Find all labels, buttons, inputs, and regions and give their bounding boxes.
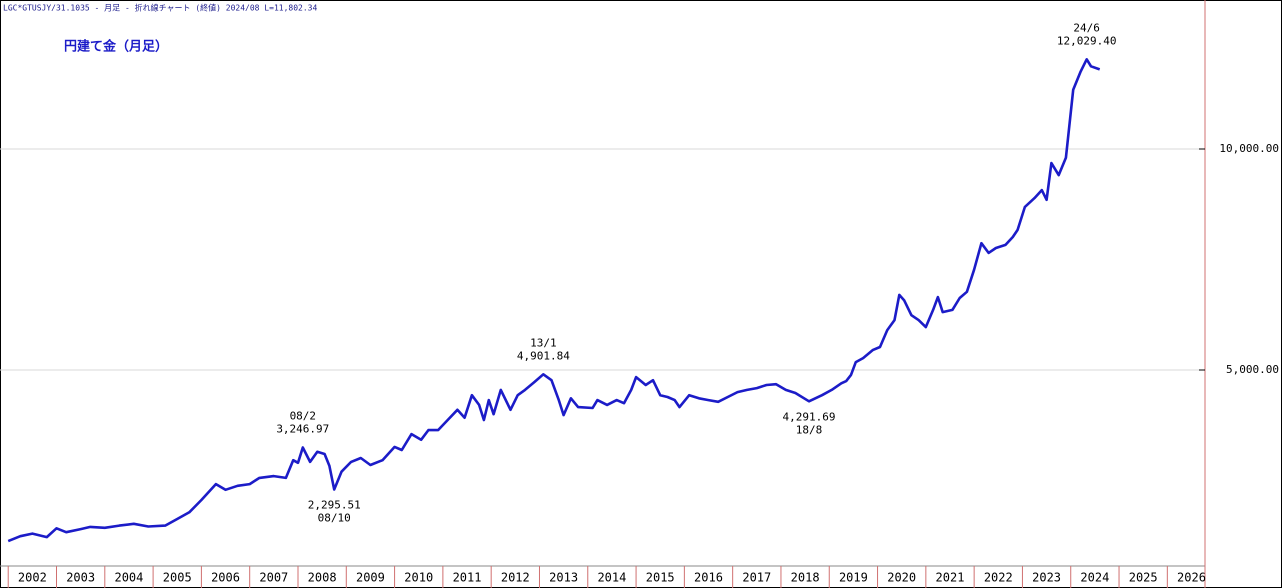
price-line [7, 58, 1101, 543]
annotation-date: 18/8 [796, 423, 823, 436]
x-tick-label: 2025 [1129, 571, 1158, 585]
x-tick-label: 2007 [259, 571, 288, 585]
x-tick-label: 2022 [984, 571, 1013, 585]
x-tick-label: 2026 [1177, 571, 1206, 585]
annotation-value: 2,295.51 [308, 499, 361, 512]
annotation-value: 12,029.40 [1057, 34, 1117, 47]
x-tick-label: 2009 [356, 571, 385, 585]
x-tick-label: 2021 [936, 571, 965, 585]
x-tick-label: 2004 [114, 571, 143, 585]
x-tick-label: 2010 [404, 571, 433, 585]
annotation-value: 4,901.84 [517, 349, 570, 362]
x-tick-label: 2019 [839, 571, 868, 585]
x-tick-label: 2020 [887, 571, 916, 585]
annotation-date: 08/10 [318, 512, 351, 525]
x-tick-label: 2003 [66, 571, 95, 585]
annotation-value: 4,291.69 [782, 410, 835, 423]
annotation-value: 3,246.97 [276, 422, 329, 435]
x-tick-label: 2011 [453, 571, 482, 585]
x-tick-label: 2013 [549, 571, 578, 585]
x-tick-label: 2002 [18, 571, 47, 585]
annotation-date: 08/2 [290, 409, 317, 422]
x-tick-label: 2015 [646, 571, 675, 585]
y-tick-label: 10,000.00 [1219, 142, 1279, 155]
x-tick-label: 2014 [597, 571, 626, 585]
x-tick-label: 2006 [211, 571, 240, 585]
x-tick-label: 2018 [791, 571, 820, 585]
x-tick-label: 2024 [1080, 571, 1109, 585]
chart-title: 円建て金（月足） [64, 39, 168, 55]
y-tick-label: 5,000.00 [1226, 363, 1279, 376]
x-tick-label: 2023 [1032, 571, 1061, 585]
x-tick-label: 2016 [694, 571, 723, 585]
x-tick-label: 2008 [308, 571, 337, 585]
x-tick-label: 2012 [501, 571, 530, 585]
x-tick-label: 2017 [742, 571, 771, 585]
header: LGC*GTUSJY/31.1035 - 月足 - 折れ線チャート (終値) 2… [3, 3, 317, 13]
annotation-date: 24/6 [1073, 21, 1100, 34]
annotation-date: 13/1 [530, 336, 557, 349]
x-tick-label: 2005 [163, 571, 192, 585]
